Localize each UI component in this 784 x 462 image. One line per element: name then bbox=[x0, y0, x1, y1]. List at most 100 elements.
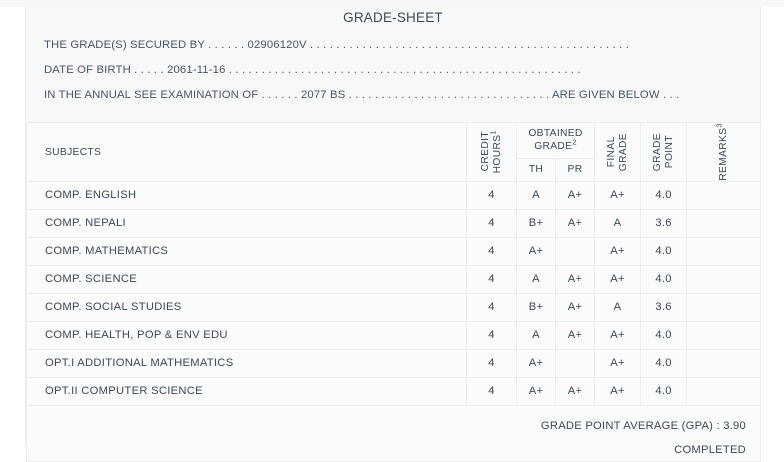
cell-remarks bbox=[686, 349, 762, 378]
cell-remarks bbox=[686, 377, 762, 406]
page-gutter-left bbox=[0, 0, 25, 451]
cell-theory-grade: A+ bbox=[516, 377, 556, 406]
footer-summary-cell: GRADE POINT AVERAGE (GPA) : 3.90 COMPLET… bbox=[25, 405, 762, 462]
page-title: GRADE-SHEET bbox=[343, 10, 443, 25]
info-line-examination: IN THE ANNUAL SEE EXAMINATION OF . . . .… bbox=[44, 89, 680, 101]
column-header-obtained-grade: OBTAINED GRADE2 bbox=[515, 122, 596, 159]
column-header-final-grade-label: FINAL GRADE bbox=[605, 132, 629, 172]
cell-practical-grade: A+ bbox=[554, 293, 596, 322]
cell-subject: COMP. SOCIAL STUDIES bbox=[26, 293, 467, 322]
column-header-final-grade: FINAL GRADE bbox=[594, 122, 642, 182]
credit-hours-text: CREDIT HOURS bbox=[479, 131, 503, 174]
grades-table-header: SUBJECTS CREDIT HOURS1 OBTAINED GRADE2 F… bbox=[26, 122, 762, 182]
column-header-practical: PR bbox=[554, 158, 596, 182]
cell-subject: COMP. SCIENCE bbox=[26, 265, 467, 294]
column-header-remarks: REMARKS3 bbox=[686, 122, 762, 182]
clipped-link-fragment: Marksheet bbox=[0, 0, 784, 7]
grade-point-rotated-wrap: GRADE POINT bbox=[641, 133, 686, 171]
cell-theory-grade: A bbox=[516, 181, 556, 210]
remarks-footnote-marker: 3 bbox=[714, 123, 724, 128]
cell-remarks bbox=[686, 321, 762, 350]
cell-grade-point: 4.0 bbox=[640, 237, 688, 266]
table-row: COMP. SCIENCE 4 A A+ A+ 4.0 bbox=[26, 265, 762, 294]
cell-subject: COMP. MATHEMATICS bbox=[26, 237, 467, 266]
cell-subject: OPT.I ADDITIONAL MATHEMATICS bbox=[26, 349, 467, 378]
remarks-text: REMARKS bbox=[717, 127, 729, 181]
info-line-date-of-birth: DATE OF BIRTH . . . . . 2061-11-16 . . .… bbox=[44, 64, 581, 76]
cell-subject: COMP. HEALTH, POP & ENV EDU bbox=[26, 321, 467, 350]
cell-final-grade: A bbox=[594, 209, 642, 238]
cell-practical-grade: A+ bbox=[554, 209, 596, 238]
cell-remarks bbox=[686, 181, 762, 210]
table-row: COMP. NEPALI 4 B+ A+ A 3.6 bbox=[26, 209, 762, 238]
column-header-credit-hours-label: CREDIT HOURS1 bbox=[480, 130, 504, 173]
column-header-theory: TH bbox=[516, 158, 556, 182]
cell-final-grade: A+ bbox=[594, 265, 642, 294]
cell-practical-grade: A+ bbox=[554, 181, 596, 210]
table-row: COMP. HEALTH, POP & ENV EDU 4 A A+ A+ 4.0 bbox=[26, 321, 762, 350]
cell-remarks bbox=[686, 265, 762, 294]
cell-grade-point: 4.0 bbox=[640, 349, 688, 378]
obtained-grade-footnote-marker: 2 bbox=[572, 137, 577, 147]
cell-remarks bbox=[686, 293, 762, 322]
remarks-rotated-wrap: REMARKS3 bbox=[687, 123, 760, 181]
cell-theory-grade: A+ bbox=[516, 237, 556, 266]
cell-subject: COMP. NEPALI bbox=[26, 209, 467, 238]
cell-final-grade: A+ bbox=[594, 377, 642, 406]
cell-credit-hours: 4 bbox=[466, 349, 517, 378]
column-header-grade-point: GRADE POINT bbox=[640, 122, 688, 182]
cell-credit-hours: 4 bbox=[466, 237, 517, 266]
cell-practical-grade bbox=[554, 349, 596, 378]
cell-theory-grade: B+ bbox=[516, 209, 556, 238]
column-header-remarks-label: REMARKS3 bbox=[714, 123, 730, 181]
status-badge: COMPLETED bbox=[674, 444, 747, 456]
credit-hours-rotated-wrap: CREDIT HOURS1 bbox=[467, 130, 516, 173]
cell-theory-grade: A bbox=[516, 265, 556, 294]
grade-sheet-card: GRADE-SHEET THE GRADE(S) SECURED BY . . … bbox=[25, 0, 762, 462]
cell-credit-hours: 4 bbox=[466, 209, 517, 238]
grades-table: SUBJECTS CREDIT HOURS1 OBTAINED GRADE2 F… bbox=[25, 122, 762, 462]
cell-theory-grade: A+ bbox=[516, 349, 556, 378]
cell-final-grade: A+ bbox=[594, 181, 642, 210]
cell-theory-grade: A bbox=[516, 321, 556, 350]
cell-subject: OPT.II COMPUTER SCIENCE bbox=[26, 377, 467, 406]
final-grade-rotated-wrap: FINAL GRADE bbox=[595, 133, 640, 171]
column-header-subjects: SUBJECTS bbox=[26, 122, 467, 182]
cell-practical-grade: A+ bbox=[554, 377, 596, 406]
grades-table-body: COMP. ENGLISH 4 A A+ A+ 4.0 COMP. NEPALI 4 B+ A+ A… bbox=[26, 181, 762, 406]
cell-theory-grade: B+ bbox=[516, 293, 556, 322]
info-line-symbol-number: THE GRADE(S) SECURED BY . . . . . . 0290… bbox=[44, 39, 629, 51]
table-row: OPT.II COMPUTER SCIENCE 4 A+ A+ A+ 4.0 bbox=[26, 377, 762, 406]
cell-final-grade: A+ bbox=[594, 321, 642, 350]
cell-remarks bbox=[686, 209, 762, 238]
cell-grade-point: 4.0 bbox=[640, 265, 688, 294]
cell-final-grade: A+ bbox=[594, 349, 642, 378]
column-header-credit-hours: CREDIT HOURS1 bbox=[466, 122, 517, 182]
cell-grade-point: 4.0 bbox=[640, 321, 688, 350]
cell-grade-point: 4.0 bbox=[640, 377, 688, 406]
table-row: COMP. ENGLISH 4 A A+ A+ 4.0 bbox=[26, 181, 762, 210]
cell-subject: COMP. ENGLISH bbox=[26, 181, 467, 210]
table-row: COMP. SOCIAL STUDIES 4 B+ A+ A 3.6 bbox=[26, 293, 762, 322]
column-header-grade-point-label: GRADE POINT bbox=[651, 132, 675, 172]
header-row-main: SUBJECTS CREDIT HOURS1 OBTAINED GRADE2 F… bbox=[26, 122, 762, 182]
obtained-grade-text: OBTAINED GRADE bbox=[528, 128, 583, 152]
credit-hours-footnote-marker: 1 bbox=[488, 130, 498, 135]
cell-credit-hours: 4 bbox=[466, 265, 517, 294]
page-gutter-right bbox=[761, 0, 784, 451]
gpa-text: GRADE POINT AVERAGE (GPA) : 3.90 bbox=[540, 420, 747, 432]
student-info-block: THE GRADE(S) SECURED BY . . . . . . 0290… bbox=[26, 33, 760, 108]
table-row: OPT.I ADDITIONAL MATHEMATICS 4 A+ A+ 4.0 bbox=[26, 349, 762, 378]
cell-final-grade: A+ bbox=[594, 237, 642, 266]
cell-practical-grade bbox=[554, 237, 596, 266]
cell-remarks bbox=[686, 237, 762, 266]
cell-practical-grade: A+ bbox=[554, 321, 596, 350]
table-row: COMP. MATHEMATICS 4 A+ A+ 4.0 bbox=[26, 237, 762, 266]
cell-grade-point: 4.0 bbox=[640, 181, 688, 210]
cell-credit-hours: 4 bbox=[466, 321, 517, 350]
cell-practical-grade: A+ bbox=[554, 265, 596, 294]
cell-final-grade: A bbox=[594, 293, 642, 322]
footer-row: GRADE POINT AVERAGE (GPA) : 3.90 COMPLET… bbox=[25, 405, 762, 462]
clipped-link-text: Marksheet bbox=[333, 0, 384, 3]
